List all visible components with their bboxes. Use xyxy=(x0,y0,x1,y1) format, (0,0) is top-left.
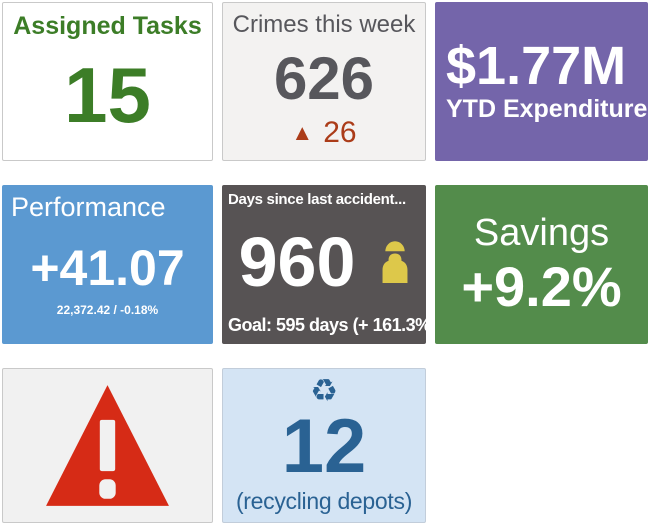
tile-performance: Performance +41.07 22,372.42 / -0.18% xyxy=(2,185,213,344)
expenditure-label: YTD Expenditure xyxy=(446,95,648,124)
tile-crimes-this-week: Crimes this week 626 ▲ 26 xyxy=(222,2,426,161)
performance-title: Performance xyxy=(11,192,166,222)
performance-detail: 22,372.42 / -0.18% xyxy=(56,302,159,317)
assigned-tasks-value: 15 xyxy=(64,51,151,139)
recycling-label: (recycling depots) xyxy=(235,488,413,514)
savings-value: +9.2% xyxy=(461,254,622,318)
accident-title: Days since last accident... xyxy=(228,191,406,208)
crimes-title: Crimes this week xyxy=(232,11,416,38)
tile-alert xyxy=(2,368,213,523)
crimes-change-value: 26 xyxy=(323,116,357,149)
tile-recycling: ♻ 12 (recycling depots) xyxy=(222,368,426,523)
assigned-tasks-title: Assigned Tasks xyxy=(13,12,202,40)
performance-value: +41.07 xyxy=(30,239,185,296)
warning-triangle-icon xyxy=(44,383,171,508)
worker-icon xyxy=(381,240,409,283)
increase-arrow-icon: ▲ xyxy=(291,120,314,145)
accident-goal: Goal: 595 days (+ 161.3%) xyxy=(228,315,426,335)
accident-value-row: 960 xyxy=(228,208,420,315)
tile-savings: Savings +9.2% xyxy=(435,185,648,344)
tile-assigned-tasks: Assigned Tasks 15 xyxy=(2,2,213,161)
accident-value: 960 xyxy=(238,222,356,301)
tile-ytd-expenditure: $1.77M YTD Expenditure xyxy=(435,2,648,161)
recycle-icon: ♻ xyxy=(310,373,338,408)
crimes-change: ▲ 26 xyxy=(223,118,425,148)
savings-title: Savings xyxy=(473,211,610,254)
expenditure-value: $1.77M xyxy=(446,35,627,96)
crimes-value: 626 xyxy=(273,45,375,112)
recycling-value: 12 xyxy=(281,403,367,489)
tile-days-since-accident: Days since last accident... 960 Goal: 59… xyxy=(222,185,426,344)
